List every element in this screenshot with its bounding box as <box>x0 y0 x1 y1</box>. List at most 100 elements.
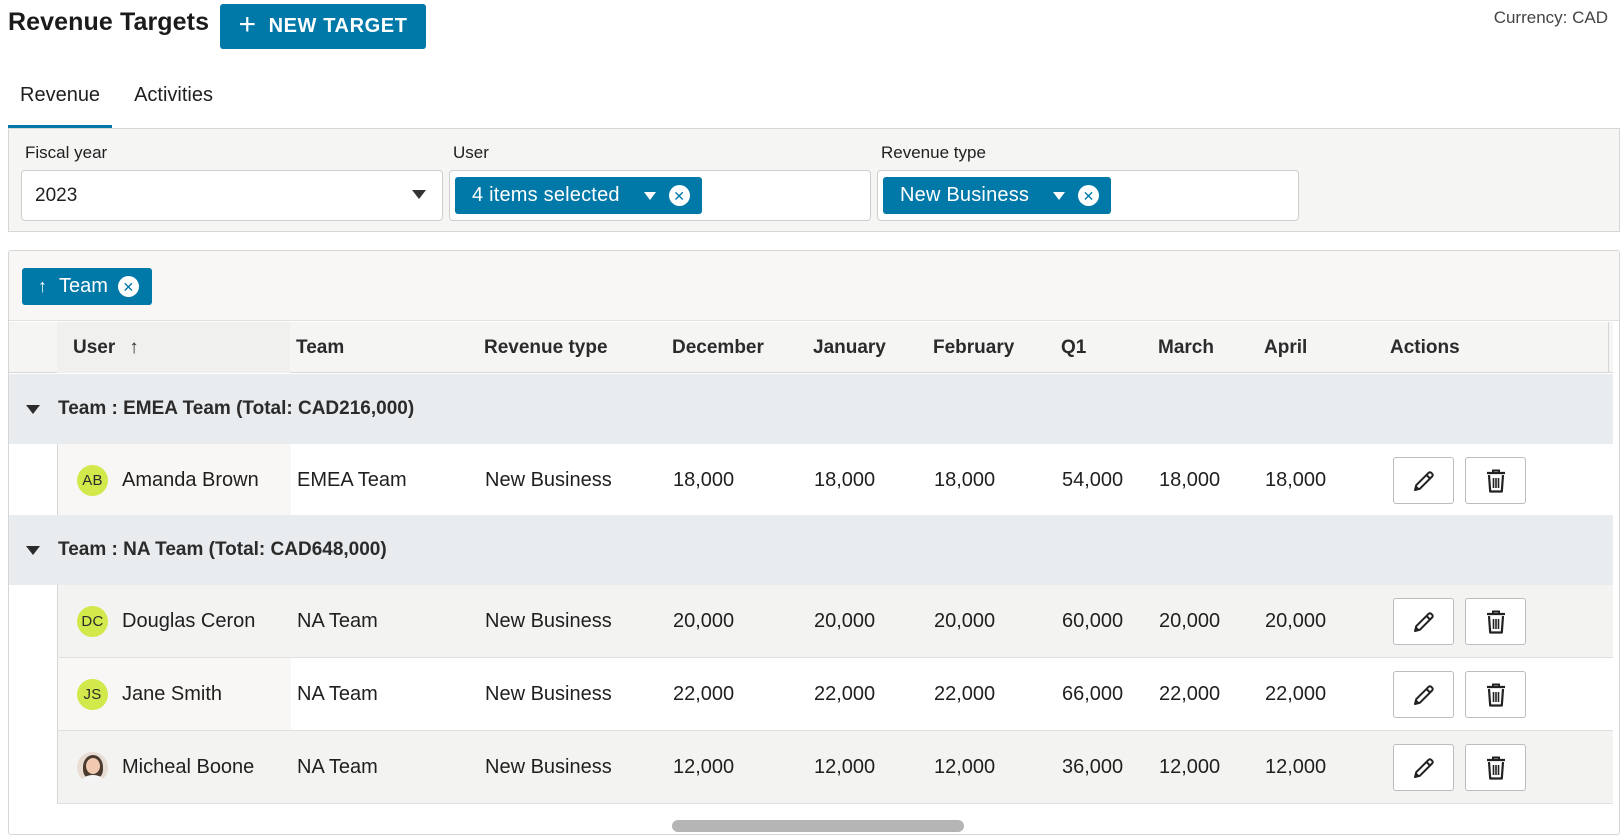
april-cell: 22,000 <box>1265 682 1327 705</box>
column-header-user[interactable]: User ↑ <box>73 337 139 358</box>
tab-revenue[interactable]: Revenue <box>8 72 113 128</box>
december-cell: 12,000 <box>673 755 735 778</box>
q1-cell: 54,000 <box>1062 468 1124 491</box>
april-cell: 20,000 <box>1265 609 1327 632</box>
column-header-team[interactable]: Team <box>296 337 345 358</box>
caret-down-icon[interactable] <box>26 404 40 414</box>
december-cell: 18,000 <box>673 468 735 491</box>
revenue-type-value: New Business <box>900 184 1030 206</box>
column-header-january[interactable]: January <box>813 337 886 358</box>
avatar: AB <box>77 464 108 496</box>
avatar: DC <box>77 605 108 637</box>
group-row-na[interactable]: Team : NA Team (Total: CAD648,000) <box>9 515 1613 585</box>
tab-bar: Revenue Activities <box>8 72 225 128</box>
pencil-icon <box>1413 757 1434 778</box>
horizontal-scrollbar[interactable] <box>672 820 964 832</box>
trash-icon <box>1486 756 1505 780</box>
column-header-q1[interactable]: Q1 <box>1061 337 1087 358</box>
user-name: Douglas Ceron <box>122 609 256 632</box>
group-label: Team : NA Team (Total: CAD648,000) <box>58 539 387 560</box>
user-selection-chip[interactable]: 4 items selected ✕ <box>455 177 702 214</box>
q1-cell: 66,000 <box>1062 682 1124 705</box>
team-cell: NA Team <box>297 755 378 778</box>
user-cell: AB Amanda Brown <box>58 444 291 516</box>
user-name: Micheal Boone <box>122 755 255 778</box>
user-multiselect[interactable]: 4 items selected ✕ <box>449 170 871 221</box>
arrow-up-icon: ↑ <box>38 276 47 296</box>
february-cell: 18,000 <box>934 468 996 491</box>
pencil-icon <box>1413 684 1434 705</box>
q1-cell: 36,000 <box>1062 755 1124 778</box>
fiscal-year-value: 2023 <box>35 184 78 206</box>
avatar <box>77 751 108 783</box>
column-header-actions: Actions <box>1390 337 1460 358</box>
fiscal-year-filter: Fiscal year 2023 <box>21 143 443 221</box>
table-row[interactable]: JS Jane Smith NA Team New Business 22,00… <box>57 658 1613 731</box>
column-header-december[interactable]: December <box>672 337 764 358</box>
table-header: User ↑ Team Revenue type December January… <box>9 322 1613 373</box>
revenue-grid: ↑ Team ✕ User ↑ Team Revenue type Decembe… <box>8 250 1620 835</box>
clear-circle-icon[interactable]: ✕ <box>1078 185 1100 206</box>
march-cell: 18,000 <box>1159 468 1221 491</box>
april-cell: 18,000 <box>1265 468 1327 491</box>
revenue-type-cell: New Business <box>485 468 612 491</box>
user-name: Jane Smith <box>122 682 223 705</box>
caret-down-icon[interactable] <box>26 545 40 555</box>
user-cell: DC Douglas Ceron <box>58 585 291 657</box>
user-name: Amanda Brown <box>122 468 259 491</box>
new-target-button[interactable]: + NEW TARGET <box>220 4 426 49</box>
table-row[interactable]: AB Amanda Brown EMEA Team New Business 1… <box>57 444 1613 517</box>
caret-down-icon[interactable] <box>1053 191 1066 200</box>
february-cell: 12,000 <box>934 755 996 778</box>
february-cell: 22,000 <box>934 682 996 705</box>
january-cell: 12,000 <box>814 755 876 778</box>
december-cell: 22,000 <box>673 682 735 705</box>
column-header-revenue-type[interactable]: Revenue type <box>484 337 608 358</box>
trash-icon <box>1486 610 1505 634</box>
tab-activities[interactable]: Activities <box>134 84 213 106</box>
team-cell: NA Team <box>297 609 378 632</box>
edit-button[interactable] <box>1393 671 1454 718</box>
caret-down-icon[interactable] <box>643 191 656 200</box>
revenue-type-multiselect[interactable]: New Business ✕ <box>877 170 1299 221</box>
plus-icon: + <box>238 8 257 41</box>
fiscal-year-label: Fiscal year <box>25 143 108 162</box>
delete-button[interactable] <box>1465 598 1526 645</box>
clear-circle-icon[interactable]: ✕ <box>117 276 139 297</box>
january-cell: 18,000 <box>814 468 876 491</box>
user-filter-label: User <box>453 143 489 162</box>
filter-panel: Fiscal year 2023 User 4 items selected ✕… <box>8 128 1620 232</box>
column-header-february[interactable]: February <box>933 337 1015 358</box>
clear-circle-icon[interactable]: ✕ <box>668 185 690 206</box>
edit-button[interactable] <box>1393 457 1454 504</box>
revenue-type-chip[interactable]: New Business ✕ <box>883 177 1112 214</box>
group-by-team-chip[interactable]: ↑ Team ✕ <box>22 268 152 305</box>
group-by-label: Team <box>59 275 108 297</box>
delete-button[interactable] <box>1465 671 1526 718</box>
fiscal-year-select[interactable]: 2023 <box>21 170 443 221</box>
user-selection-value: 4 items selected <box>472 184 620 206</box>
february-cell: 20,000 <box>934 609 996 632</box>
pencil-icon <box>1413 611 1434 632</box>
caret-down-icon[interactable] <box>412 190 426 199</box>
user-cell: JS Jane Smith <box>58 658 291 730</box>
currency-label: Currency: CAD <box>1493 8 1608 27</box>
column-header-march[interactable]: March <box>1158 337 1214 358</box>
march-cell: 20,000 <box>1159 609 1221 632</box>
delete-button[interactable] <box>1465 744 1526 791</box>
revenue-type-cell: New Business <box>485 682 612 705</box>
column-header-april[interactable]: April <box>1264 337 1308 358</box>
trash-icon <box>1486 683 1505 707</box>
delete-button[interactable] <box>1465 457 1526 504</box>
pencil-icon <box>1413 470 1434 491</box>
table-row[interactable]: Micheal Boone NA Team New Business 12,00… <box>57 731 1613 804</box>
edit-button[interactable] <box>1393 598 1454 645</box>
arrow-up-icon[interactable]: ↑ <box>129 337 139 358</box>
table-row[interactable]: DC Douglas Ceron NA Team New Business 20… <box>57 585 1613 658</box>
march-cell: 22,000 <box>1159 682 1221 705</box>
group-row-emea[interactable]: Team : EMEA Team (Total: CAD216,000) <box>9 374 1613 444</box>
revenue-type-label: Revenue type <box>881 143 986 162</box>
revenue-type-cell: New Business <box>485 755 612 778</box>
edit-button[interactable] <box>1393 744 1454 791</box>
team-cell: EMEA Team <box>297 468 407 491</box>
